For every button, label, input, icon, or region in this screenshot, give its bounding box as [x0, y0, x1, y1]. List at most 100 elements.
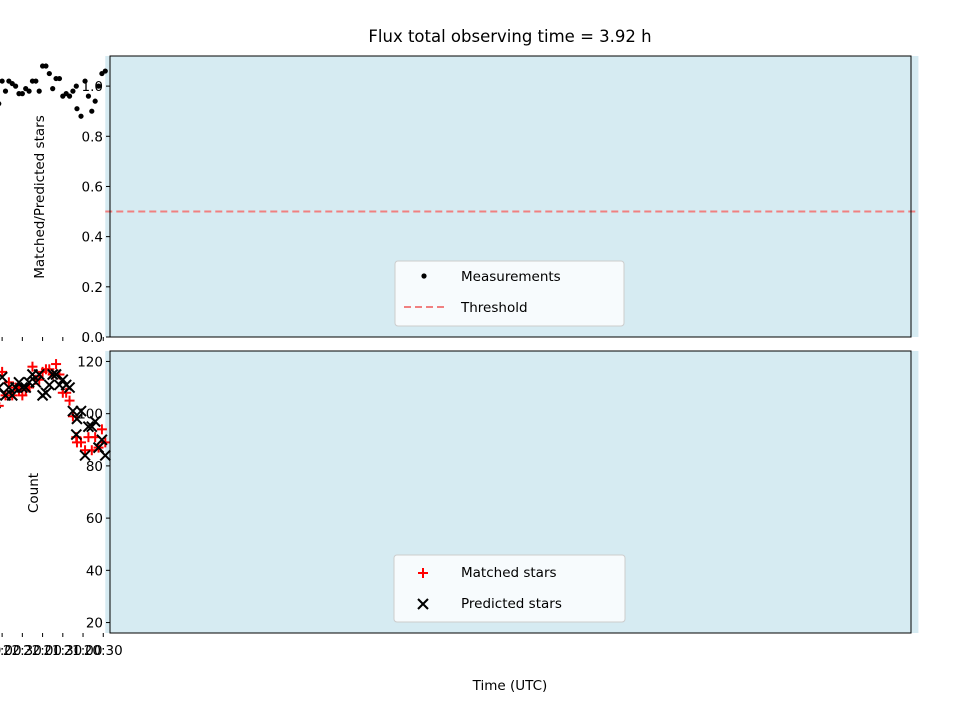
matched-star-point — [27, 361, 38, 372]
measurement-point — [16, 91, 22, 97]
x-tick-label: 22:30 — [3, 643, 42, 659]
count-y-ticks: 20 40 60 80 100 120 — [77, 354, 110, 632]
predicted-star-point — [26, 368, 39, 381]
y-tick-label: 0.8 — [82, 129, 103, 145]
x-tick-label: 20:30 — [84, 643, 123, 659]
legend-predicted: Predicted stars — [461, 596, 562, 612]
predicted-star-point — [3, 381, 15, 394]
matched-star-point — [83, 432, 94, 443]
measurement-point — [89, 108, 95, 114]
legend-predicted-marker — [417, 598, 429, 610]
ratio-y-ticks: 0.0 0.2 0.4 0.6 0.8 1.0 — [82, 79, 110, 346]
count-y-label: Count — [26, 473, 42, 513]
ratio-y-label: Matched/Predicted stars — [32, 115, 48, 278]
predicted-star-point — [36, 389, 49, 402]
measurement-point — [70, 88, 76, 94]
measurement-point — [53, 75, 59, 82]
chart-title: Flux total observing time = 3.92 h — [368, 27, 651, 46]
y-tick-label: 20 — [86, 616, 103, 632]
y-tick-label: 0.4 — [82, 230, 103, 246]
predicted-star-point — [13, 376, 25, 389]
legend-matched-marker — [418, 568, 428, 578]
predicted-star-point — [20, 381, 32, 394]
ratio-marks — [0, 63, 108, 119]
predicted-star-point — [23, 376, 35, 389]
predicted-star-point — [86, 421, 98, 433]
count-axes-frame — [109, 350, 912, 634]
matched-star-point — [0, 366, 8, 377]
predicted-star-point — [71, 413, 83, 425]
predicted-star-point — [57, 374, 69, 386]
count-marks — [0, 359, 111, 462]
measurement-point — [95, 83, 102, 89]
y-tick-label: 100 — [77, 407, 103, 423]
predicted-star-point — [75, 405, 87, 417]
matched-star-point — [51, 359, 62, 370]
matched-star-point — [96, 424, 107, 435]
y-tick-label: 120 — [77, 354, 103, 370]
ratio-axes-frame — [109, 55, 912, 338]
measurement-point — [92, 98, 98, 104]
measurement-point — [85, 93, 92, 99]
measurement-point — [2, 88, 9, 94]
predicted-star-point — [92, 441, 105, 454]
predicted-star-point — [53, 379, 66, 391]
predicted-star-point — [67, 405, 79, 417]
matched-star-point — [0, 404, 4, 407]
measurement-point — [50, 86, 56, 92]
legend-measurements-marker — [421, 273, 427, 279]
x-tick-label: 23:00 — [0, 643, 22, 659]
legend-measurements: Measurements — [461, 269, 561, 285]
y-tick-label: 1.0 — [82, 79, 103, 95]
predicted-star-point — [82, 421, 95, 433]
predicted-star-point — [96, 434, 108, 446]
y-tick-label: 0.2 — [82, 280, 103, 296]
predicted-star-point — [50, 368, 62, 381]
matched-star-point — [80, 445, 91, 456]
y-tick-label: 60 — [86, 511, 103, 527]
ratio-legend-box — [394, 260, 625, 327]
measurement-point — [60, 93, 66, 99]
predicted-star-point — [46, 368, 59, 381]
measurement-point — [73, 83, 79, 89]
predicted-star-point — [0, 371, 8, 383]
measurement-point — [0, 78, 5, 84]
x-axis-label: Time (UTC) — [472, 678, 548, 694]
measurement-point — [82, 78, 88, 84]
measurement-point — [0, 101, 2, 106]
x-tick-label: 22:00 — [23, 643, 62, 659]
x-tick-label: 21:00 — [64, 643, 103, 659]
legend-threshold: Threshold — [460, 300, 528, 316]
measurement-point — [78, 113, 84, 119]
predicted-star-point — [0, 381, 5, 394]
legend-matched: Matched stars — [461, 565, 557, 581]
matched-star-point — [3, 377, 14, 388]
ratio-panel: 0.0 0.2 0.4 0.6 0.8 1.0 Matched/Predicted sta… — [0, 55, 919, 346]
count-legend: Matched stars Predicted stars — [393, 554, 626, 623]
predicted-star-point — [89, 415, 101, 428]
measurement-point — [29, 78, 36, 84]
measurement-point — [6, 78, 12, 84]
measurement-point — [46, 70, 52, 77]
count-panel: 20 40 60 80 100 120 20:3021:0021:3022:0022:30… — [0, 350, 919, 694]
measurement-point — [23, 86, 29, 92]
measurement-point — [99, 70, 105, 77]
ratio-legend: Measurements Threshold — [394, 260, 625, 327]
count-x-ticks: 20:3021:0021:3022:0022:3023:0023:3000:00… — [0, 633, 123, 659]
measurement-point — [36, 88, 42, 94]
x-tick-label: 21:30 — [43, 643, 82, 659]
y-tick-label: 0.0 — [82, 330, 103, 346]
predicted-star-point — [70, 428, 82, 441]
count-legend-box — [393, 554, 626, 623]
y-tick-label: 40 — [86, 563, 103, 579]
y-tick-label: 0.6 — [82, 179, 103, 195]
y-tick-label: 80 — [86, 459, 103, 475]
predicted-star-point — [43, 379, 56, 391]
x-tick-label: 23:30 — [0, 643, 1, 659]
measurement-point — [39, 63, 46, 69]
predicted-star-point — [79, 449, 91, 462]
ratio-x-ticks — [1, 337, 104, 341]
matched-star-point — [64, 395, 75, 406]
measurement-point — [74, 106, 80, 112]
